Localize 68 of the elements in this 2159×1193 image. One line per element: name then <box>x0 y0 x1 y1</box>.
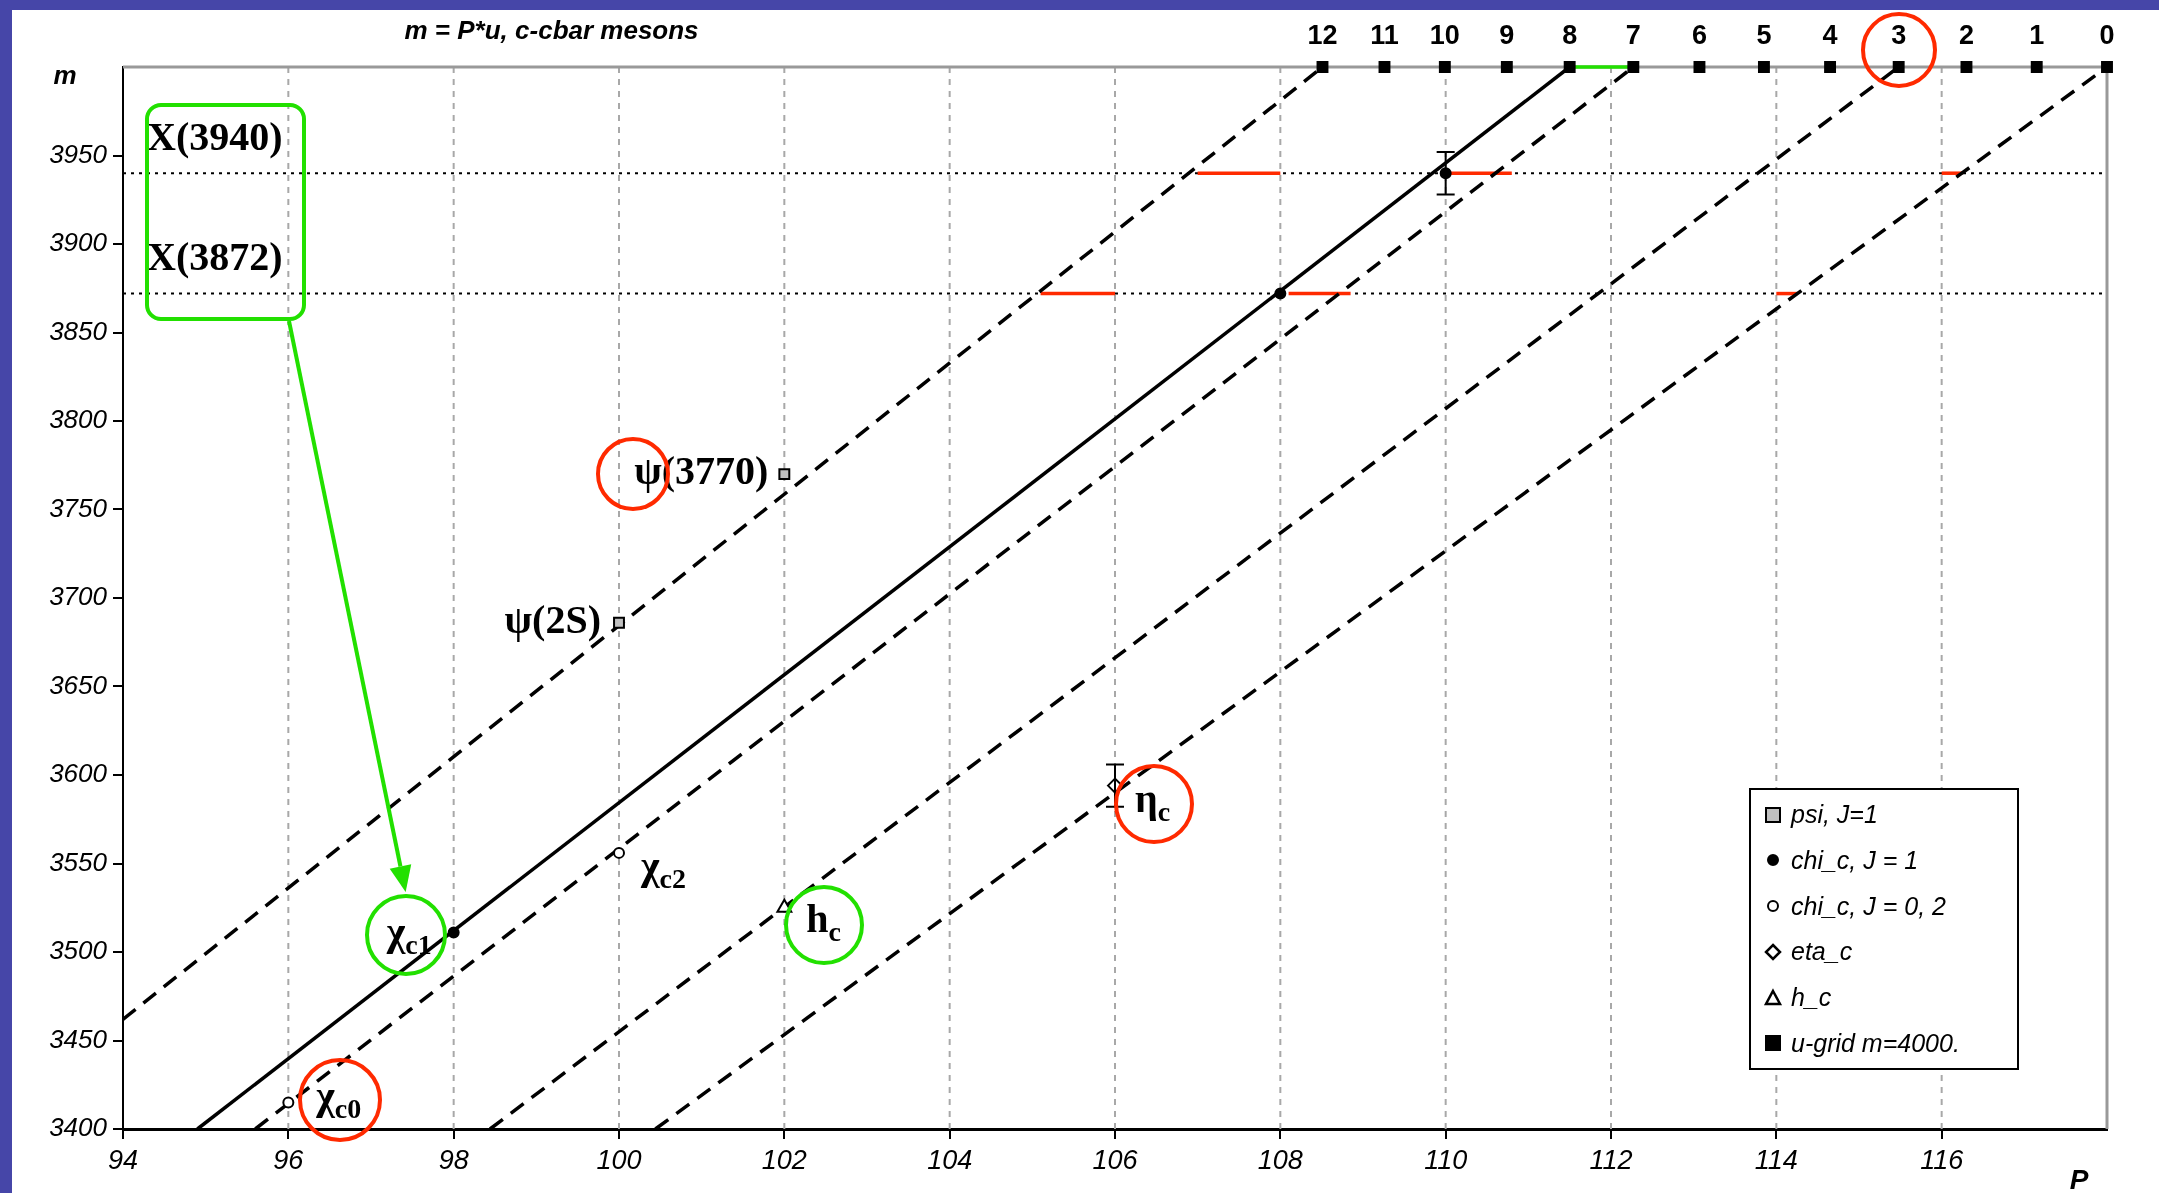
y-tick-label: 3400 <box>49 1112 108 1143</box>
legend-label: u-grid m=4000. <box>1791 1028 1960 1058</box>
y-tick-label: 3950 <box>49 138 108 169</box>
point <box>1757 61 1770 73</box>
x-tick-label: 100 <box>596 1144 642 1175</box>
x-tick-label: 102 <box>761 1144 807 1175</box>
annotation: 6 <box>1691 20 1707 51</box>
annotation: ψ(2S) <box>504 597 601 643</box>
point <box>1627 61 1640 73</box>
y-axis-title: m <box>53 60 77 91</box>
annotation: 11 <box>1370 20 1399 51</box>
y-tick-label: 3500 <box>49 935 108 966</box>
y-tick-label: 3600 <box>49 758 108 789</box>
point <box>1274 287 1287 300</box>
y-tick-label: 3550 <box>49 846 108 877</box>
legend-label: psi, J=1 <box>1791 800 1878 829</box>
chart-title: m = P*u, c-cbar mesons <box>404 15 699 46</box>
point <box>1824 61 1837 73</box>
x-tick-label: 104 <box>927 1144 973 1175</box>
x-tick-label: 94 <box>107 1144 139 1175</box>
y-tick-label: 3800 <box>49 404 108 435</box>
annotation: X(3872) <box>147 233 283 279</box>
x-tick-label: 106 <box>1092 1144 1139 1175</box>
point <box>447 926 460 939</box>
annotation: 12 <box>1307 20 1338 51</box>
legend-label: chi_c, J = 1 <box>1791 845 1919 875</box>
x-tick-label: 110 <box>1424 1144 1468 1175</box>
point <box>1563 61 1576 73</box>
annotation: 4 <box>1822 20 1838 51</box>
y-tick-label: 3750 <box>49 492 108 523</box>
annotation: 1 <box>2029 20 2045 51</box>
annotation: 0 <box>2099 20 2115 51</box>
x-tick-label: 116 <box>1920 1144 1965 1175</box>
point <box>1500 61 1513 73</box>
legend-label: eta_c <box>1791 937 1853 967</box>
x-tick-label: 108 <box>1257 1144 1303 1175</box>
y-tick-label: 3650 <box>49 669 108 700</box>
x-tick-label: 96 <box>273 1144 305 1175</box>
x-tick-label: 98 <box>438 1144 469 1175</box>
y-tick-label: 3900 <box>49 227 108 258</box>
point <box>282 1096 295 1109</box>
y-tick-label: 3850 <box>49 315 108 346</box>
annotation: 3 <box>1891 20 1907 51</box>
legend-label: h_c <box>1791 983 1832 1013</box>
annotation: 7 <box>1625 20 1641 51</box>
point <box>1378 61 1391 73</box>
point <box>2030 61 2043 73</box>
y-tick-label: 3700 <box>49 581 108 612</box>
point <box>778 468 791 481</box>
x-tick-label: 114 <box>1754 1144 1798 1175</box>
point <box>1438 61 1451 73</box>
annotation: 10 <box>1429 20 1460 51</box>
annotation: X(3940) <box>147 113 283 159</box>
x-tick-label: 112 <box>1589 1144 1633 1175</box>
point <box>613 616 625 629</box>
annotation: 5 <box>1756 20 1772 51</box>
point <box>2101 61 2113 73</box>
point <box>1693 61 1706 73</box>
legend-label: chi_c, J = 0, 2 <box>1791 891 1946 921</box>
point <box>613 846 625 859</box>
point <box>1960 61 1973 73</box>
annotation: 2 <box>1958 20 1974 51</box>
annotation: 8 <box>1562 20 1578 51</box>
x-axis-title: P <box>2069 1163 2089 1193</box>
annotation: 9 <box>1499 20 1515 51</box>
point <box>1892 61 1905 73</box>
point <box>1316 61 1329 73</box>
y-tick-label: 3450 <box>49 1023 108 1054</box>
